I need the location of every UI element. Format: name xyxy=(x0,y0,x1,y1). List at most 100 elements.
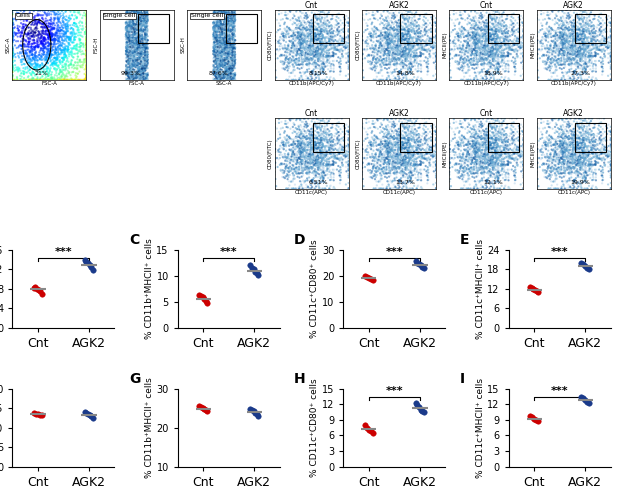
Point xyxy=(334,10,344,17)
Point xyxy=(603,181,613,189)
Point xyxy=(402,145,412,153)
Point xyxy=(499,185,509,192)
Point xyxy=(223,63,233,71)
Point xyxy=(585,120,595,127)
Point xyxy=(283,44,292,52)
Point xyxy=(606,155,616,163)
Point xyxy=(542,174,552,182)
Point xyxy=(411,399,421,407)
Point xyxy=(280,43,290,51)
Point xyxy=(390,153,400,160)
Point xyxy=(49,23,59,31)
Point xyxy=(320,42,330,50)
Point xyxy=(313,156,323,164)
Point xyxy=(7,25,17,33)
Point xyxy=(125,6,135,14)
Point xyxy=(518,39,528,47)
Point xyxy=(497,182,507,190)
Point xyxy=(294,185,304,192)
Point xyxy=(371,76,381,84)
Point xyxy=(545,151,555,158)
Point xyxy=(569,23,579,31)
Point xyxy=(130,48,139,55)
Point xyxy=(481,157,491,165)
Point xyxy=(310,26,320,34)
Point xyxy=(484,34,494,42)
Point xyxy=(563,53,573,61)
Point xyxy=(588,138,598,146)
Point xyxy=(307,145,317,153)
Point xyxy=(194,402,204,410)
Point xyxy=(397,121,407,129)
Point xyxy=(518,174,528,181)
Point xyxy=(387,34,397,42)
Point xyxy=(61,76,71,84)
Point xyxy=(13,6,23,14)
Point xyxy=(297,156,307,164)
Point xyxy=(606,14,616,22)
Point xyxy=(48,6,57,14)
Point xyxy=(219,68,229,76)
Point xyxy=(574,115,584,122)
Point xyxy=(42,53,52,61)
Point xyxy=(407,142,417,150)
Point xyxy=(337,149,347,156)
Point xyxy=(297,137,307,145)
Point xyxy=(462,148,472,156)
Point xyxy=(398,135,408,142)
Point xyxy=(299,139,309,147)
Point xyxy=(597,156,607,164)
Point xyxy=(537,33,547,41)
Point xyxy=(388,142,398,150)
Point xyxy=(555,58,565,66)
Point xyxy=(136,42,146,50)
Point xyxy=(334,132,344,139)
Point xyxy=(284,142,294,150)
Point xyxy=(482,132,492,139)
Point xyxy=(394,128,404,136)
Point xyxy=(425,47,435,54)
Point xyxy=(485,140,495,148)
Point xyxy=(405,173,415,180)
Point xyxy=(558,38,568,46)
Point xyxy=(7,52,17,60)
Point xyxy=(225,60,235,68)
Point xyxy=(503,166,513,174)
Point xyxy=(537,134,547,142)
Point xyxy=(453,36,463,44)
Point xyxy=(460,171,470,179)
Point xyxy=(597,156,607,164)
Point xyxy=(313,10,323,18)
Point xyxy=(306,32,316,40)
Point xyxy=(142,31,152,38)
Point xyxy=(391,134,400,141)
Point xyxy=(452,35,462,43)
Point xyxy=(406,53,416,61)
Point xyxy=(491,25,500,33)
Point xyxy=(229,25,239,33)
Point xyxy=(479,51,489,58)
Point xyxy=(457,44,467,52)
Point xyxy=(81,30,91,38)
Point xyxy=(400,179,410,187)
Point xyxy=(573,122,583,130)
Point xyxy=(279,169,289,176)
Point xyxy=(562,154,572,162)
Point xyxy=(598,17,608,24)
Point xyxy=(310,157,320,165)
Point xyxy=(52,6,62,14)
Point xyxy=(328,185,338,192)
Point xyxy=(601,43,611,51)
Point xyxy=(211,69,221,77)
Point xyxy=(472,149,482,156)
Point xyxy=(491,41,500,49)
Point xyxy=(128,67,138,74)
Point xyxy=(544,154,554,162)
Point xyxy=(125,68,135,75)
Point xyxy=(405,6,415,14)
Point xyxy=(486,26,496,34)
Point xyxy=(124,34,134,41)
Point xyxy=(213,55,223,63)
Point xyxy=(424,145,434,153)
Point xyxy=(423,169,433,176)
